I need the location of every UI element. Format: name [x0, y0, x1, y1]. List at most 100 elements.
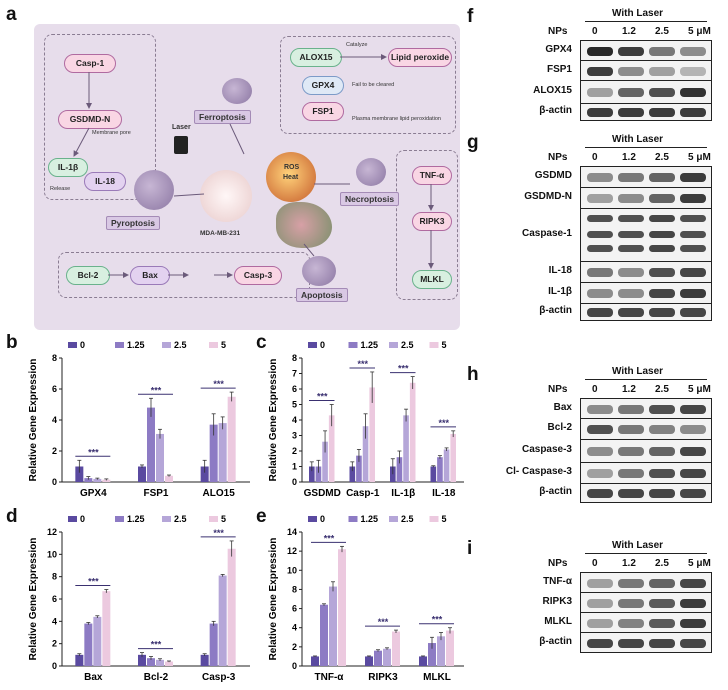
blot-band	[618, 425, 644, 434]
concentration-label: 0	[592, 384, 598, 395]
y-axis-label: Relative Gene Expression	[268, 359, 279, 482]
y-axis-label: Relative Gene Expression	[268, 538, 279, 661]
blot-band	[587, 245, 613, 252]
label-release: Release	[50, 186, 71, 192]
blot-row-label: β-actin	[539, 635, 572, 647]
blot-band	[680, 638, 706, 648]
bar	[156, 659, 164, 666]
blot-band	[680, 289, 706, 298]
label-cell-line: MDA-MB-231	[200, 230, 241, 237]
legend-swatch	[115, 516, 124, 522]
legend-label: 2.5	[174, 514, 187, 524]
sig-stars: ***	[378, 617, 389, 627]
blot-band	[618, 46, 644, 56]
bar	[419, 656, 427, 666]
sig-stars: ***	[357, 359, 368, 369]
blot-row	[580, 483, 712, 503]
blot-band	[649, 108, 675, 117]
blot-band	[587, 46, 613, 56]
concentration-label: 1.2	[622, 558, 636, 569]
blot-band	[680, 268, 706, 277]
y-tick-label: 0	[292, 661, 297, 671]
blot-band	[649, 268, 675, 277]
node-il1b: IL-1β	[48, 158, 88, 177]
bar	[392, 631, 400, 666]
concentration-label: 5 μM	[688, 26, 711, 37]
petri-dish-icon	[200, 170, 252, 222]
bar	[362, 426, 369, 482]
y-tick-label: 2	[292, 642, 297, 652]
pyroptosis-cell-icon	[134, 170, 174, 210]
legend-label: 0	[80, 514, 85, 524]
legend-label: 0	[80, 340, 85, 350]
legend-swatch	[162, 516, 171, 522]
blot-band	[618, 194, 644, 203]
legend-swatch	[115, 342, 124, 348]
blot-band	[618, 173, 644, 182]
legend-label: 5	[221, 514, 226, 524]
bar	[309, 466, 315, 482]
blot-band	[618, 108, 644, 117]
blot-row-label: ALOX15	[533, 85, 572, 96]
legend-label: 1.25	[127, 514, 145, 524]
bar	[138, 466, 146, 482]
sig-stars: ***	[88, 447, 99, 457]
bar	[75, 654, 84, 666]
blot-row	[580, 166, 712, 188]
blot-row-label: β-actin	[539, 305, 572, 316]
bar	[93, 616, 102, 666]
ferroptosis-cell-icon	[222, 78, 252, 104]
blot-band	[680, 578, 706, 588]
label-laser: Laser	[172, 124, 191, 131]
y-tick-label: 4	[52, 415, 57, 425]
y-tick-label: 1	[292, 462, 297, 472]
blot-band	[680, 231, 706, 238]
laser-device-icon	[174, 136, 188, 154]
y-tick-label: 2	[52, 446, 57, 456]
legend-label: 1.25	[361, 340, 379, 350]
blot-band	[618, 404, 644, 414]
node-tnfa: TNF-α	[412, 166, 452, 185]
sig-stars: ***	[324, 533, 335, 543]
concentration-label: 2.5	[655, 26, 669, 37]
blot-band	[649, 46, 675, 56]
y-tick-label: 0	[52, 661, 57, 671]
legend-swatch	[348, 342, 358, 348]
blot-band	[680, 425, 706, 434]
blot-band	[680, 194, 706, 203]
legend-swatch	[209, 516, 218, 522]
bar	[209, 623, 218, 666]
blot-band	[618, 215, 644, 222]
y-tick-label: 0	[52, 477, 57, 487]
panel-letter-b: b	[6, 332, 18, 353]
blot-row-label: IL-1β	[548, 286, 572, 297]
legend-label: 2.5	[401, 514, 414, 524]
ferroptosis-box	[280, 36, 456, 134]
bar	[165, 661, 173, 666]
node-bcl2: Bcl-2	[66, 266, 110, 285]
blot-header-with-laser: With Laser	[612, 366, 664, 377]
blot-band	[618, 268, 644, 277]
blot-row-label: Bax	[553, 401, 572, 413]
bar	[227, 548, 236, 666]
y-tick-label: 14	[287, 527, 297, 537]
blot-band	[649, 194, 675, 203]
bar	[218, 575, 227, 666]
blot-row	[580, 187, 712, 209]
blot-band	[587, 638, 613, 648]
blot-row-label: GPX4	[545, 43, 572, 55]
blot-row	[580, 40, 712, 61]
panel-letter-h: h	[467, 364, 479, 385]
y-tick-label: 6	[52, 384, 57, 394]
blot-band	[680, 66, 706, 76]
blot-band	[587, 289, 613, 298]
y-tick-label: 2	[292, 446, 297, 456]
panel-letter-e: e	[256, 506, 267, 527]
bar	[446, 630, 454, 666]
sig-stars: ***	[438, 418, 449, 428]
blot-band	[618, 245, 644, 252]
sig-stars: ***	[151, 640, 162, 650]
chart-b: 0 2 4 6 8 Relative Gene Expression 0 1.25 2.5 5 **…	[28, 340, 250, 499]
node-fsp1: FSP1	[302, 102, 344, 121]
node-lipid-peroxide: Lipid peroxide	[388, 48, 452, 67]
